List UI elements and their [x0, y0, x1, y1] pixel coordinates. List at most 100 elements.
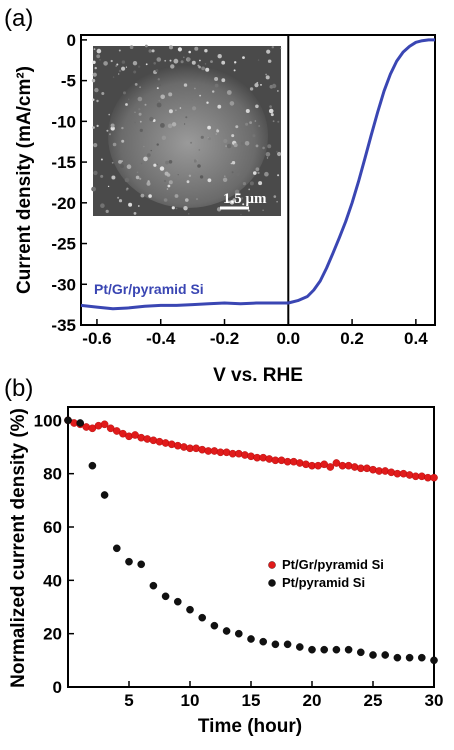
sem-grain: [108, 113, 110, 116]
sem-grain: [168, 180, 173, 185]
sem-grain: [146, 181, 151, 186]
sem-grain: [99, 59, 101, 61]
sem-grain: [121, 60, 126, 64]
sem-grain: [229, 200, 235, 205]
panel-b-y-tick-label: 60: [43, 518, 62, 537]
panel-b-x-tick-label: 30: [425, 691, 444, 710]
sem-grain: [223, 138, 228, 144]
sem-grain: [266, 49, 271, 54]
panel-a-plot-frame: [80, 34, 436, 326]
data-point-pt-pyramid-si: [405, 653, 414, 662]
data-point-pt-pyramid-si: [393, 653, 402, 662]
sem-grain: [175, 109, 177, 112]
sem-grain: [145, 63, 148, 66]
sem-grain: [254, 120, 257, 122]
panel-b-plot-frame: [67, 406, 435, 688]
panel-a-ticks: -0.6 -0.4 -0.2 0.0 0.2 0.4 0 -5 -10 -15 -20 -25 -30 -…: [51, 31, 428, 348]
sem-grain: [129, 45, 134, 49]
sem-grain: [168, 109, 173, 114]
sem-grain: [158, 84, 161, 87]
data-point-pt-pyramid-si: [100, 491, 109, 499]
panel-a-x-tick-label: 0.4: [404, 329, 428, 348]
sem-grain: [180, 60, 184, 64]
sem-grain: [280, 47, 282, 50]
sem-grain: [138, 112, 142, 116]
sem-grain: [204, 63, 207, 65]
sem-grain: [244, 141, 250, 146]
panel-a-x-tick-label: 0.0: [276, 329, 300, 348]
sem-grain: [242, 182, 246, 186]
data-point-pt-pyramid-si: [125, 557, 133, 566]
sem-grain: [183, 206, 188, 211]
sem-grain: [136, 171, 139, 174]
sem-grain: [167, 123, 173, 129]
panel-a-y-tick-label: -5: [61, 72, 76, 91]
data-point-pt-pyramid-si: [295, 643, 304, 651]
scale-bar-label: 1.5 μm: [223, 191, 267, 207]
panel-b-legend: Pt/Gr/pyramid Si Pt/pyramid Si: [268, 557, 384, 590]
sem-grain: [271, 83, 277, 89]
data-point-pt-pyramid-si: [320, 645, 329, 654]
data-point-pt-pyramid-si: [283, 640, 292, 649]
data-point-pt-pyramid-si: [76, 419, 84, 427]
sem-grain: [118, 69, 122, 73]
sem-grain: [139, 120, 142, 123]
sem-grain: [262, 146, 265, 150]
sem-grain: [216, 129, 220, 133]
sem-grain: [177, 47, 182, 52]
data-point-pt-pyramid-si: [259, 637, 268, 646]
sem-grain: [148, 194, 152, 198]
panel-a: (a) -0.6 -0.4 -0.2 0.0 0.2 0.4 0 -5 -10 -15 -20 -25…: [4, 5, 436, 386]
sem-grain: [277, 174, 280, 177]
sem-grain: [245, 109, 250, 113]
sem-grain: [258, 125, 261, 127]
sem-grain: [121, 66, 126, 71]
sem-grain: [134, 121, 136, 124]
sem-grain: [260, 84, 262, 86]
sem-grain: [198, 65, 201, 69]
sem-grain: [190, 141, 193, 144]
data-point-pt-pyramid-si: [113, 544, 121, 553]
panel-b-ticks: 5 10 15 20 25 30 0 20 40 60 80 100: [34, 411, 444, 710]
data-point-pt-pyramid-si: [332, 645, 341, 654]
sem-grain: [117, 196, 120, 199]
sem-grain: [197, 164, 201, 168]
sem-grain: [91, 78, 96, 83]
sem-grain: [144, 103, 147, 106]
panel-b-x-tick-label: 10: [181, 691, 200, 710]
sem-grain: [118, 49, 121, 52]
sem-grain: [226, 90, 232, 95]
panel-a-x-axis-title: V vs. RHE: [213, 365, 303, 386]
sem-grain: [177, 174, 179, 176]
sem-grain: [255, 104, 259, 109]
sem-grain: [100, 174, 104, 178]
sem-grain: [242, 56, 245, 59]
sem-grain: [194, 46, 199, 51]
sem-grain: [96, 124, 99, 127]
sem-grain: [92, 60, 96, 64]
sem-grain: [277, 90, 279, 92]
sem-grain: [256, 81, 259, 84]
data-point-pt-pyramid-si: [173, 597, 182, 606]
sem-grain: [137, 96, 143, 102]
sem-grain: [106, 129, 109, 132]
sem-grain: [171, 206, 175, 210]
sem-grain: [161, 135, 167, 140]
panel-a-x-tick-label: -0.2: [210, 329, 239, 348]
panel-b-label: (b): [4, 375, 33, 402]
panel-a-y-axis-title: Current density (mA/cm²): [14, 66, 35, 294]
sem-grain: [175, 207, 178, 210]
sem-grain: [153, 163, 157, 167]
sem-grain: [105, 209, 109, 213]
sem-grain: [149, 116, 154, 122]
sem-grain: [233, 69, 236, 72]
sem-grain: [262, 209, 264, 211]
sem-grain: [173, 58, 179, 64]
sem-grain: [212, 90, 215, 93]
sem-grain: [123, 91, 126, 95]
sem-grain: [275, 150, 278, 153]
sem-grain: [121, 139, 125, 143]
sem-grain: [198, 149, 201, 151]
sem-grain: [231, 134, 235, 138]
